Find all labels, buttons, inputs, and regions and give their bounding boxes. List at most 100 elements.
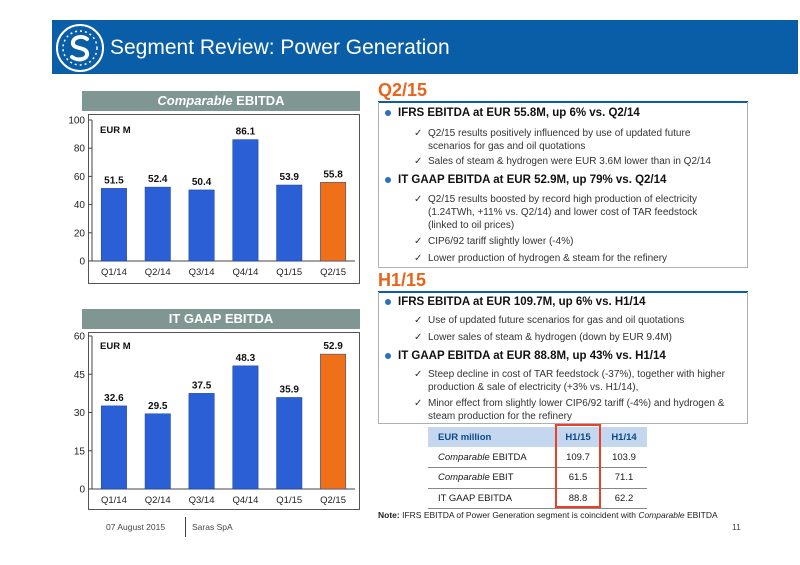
table-cell: 62.2 [601,488,647,509]
check-icon: ✓ [414,194,423,205]
y-tick-label: 45 [74,370,86,381]
y-tick-label: 0 [79,257,85,268]
unit-label: EUR M [100,341,131,352]
check-icon: ✓ [414,369,423,380]
x-tick-label: Q3/14 [189,267,215,278]
saras-logo-icon [56,24,104,72]
bar [100,188,127,262]
q2-sub-bullet: ✓ CIP6/92 tariff slightly lower (-4%) [414,236,574,247]
bar [232,139,259,262]
table-row: Comparable EBIT 61.5 71.1 [428,467,647,489]
h1-heading: H1/15 [378,270,427,290]
q2-sub-bullet: ✓ Q2/15 results positively influenced by … [414,128,691,152]
data-label: 32.6 [104,393,124,404]
x-tick-label: Q1/14 [101,267,127,278]
check-icon: ✓ [414,253,423,264]
y-tick-label: 60 [74,172,86,183]
y-tick-label: 0 [79,485,85,496]
h1-sub-bullet: ✓ Steep decline in cost of TAR feedstock … [414,369,726,393]
footer-date: 07 August 2015 [106,522,166,532]
table-cell: 61.5 [555,467,601,489]
y-tick-label: 15 [74,446,86,457]
bar [144,413,171,490]
data-label: 55.8 [323,169,343,180]
x-tick-label: Q3/14 [189,495,215,506]
page-title: Segment Review: Power Generation [110,36,450,59]
y-tick-label: 60 [74,332,86,343]
data-label: 51.5 [104,175,124,186]
data-label: 35.9 [280,384,300,395]
table-row: Comparable EBITDA 109.7 103.9 [428,447,647,468]
highlight-box [555,424,601,508]
q2-sub-bullet: ✓ Lower production of hydrogen & steam fo… [414,253,668,264]
y-tick-label: 30 [74,408,86,419]
chart1-title-rest: EBITDA [232,93,285,108]
h1-bullet-itgaap: IT GAAP EBITDA at EUR 88.8M, up 43% vs. … [385,350,666,362]
data-label: 37.5 [192,380,212,391]
x-tick-label: Q2/15 [320,267,346,278]
table-row: IT GAAP EBITDA 88.8 62.2 [428,488,647,509]
h1-bullet-ifrs: IFRS EBITDA at EUR 109.7M, up 6% vs. H1/… [385,296,646,308]
table-cell: 88.8 [555,488,601,509]
table-cell: Comparable EBIT [428,467,555,489]
table-cell: 109.7 [555,447,601,468]
h1-sub-bullet: ✓ Use of updated future scenarios for gas… [414,315,685,326]
check-icon: ✓ [414,128,423,139]
chart2-title: IT GAAP EBITDA [82,309,360,329]
page-number: 11 [732,522,741,532]
x-tick-label: Q2/14 [145,267,171,278]
bar [100,405,127,490]
table-header: EUR million [428,427,555,447]
h1-box [378,292,748,424]
q2-heading: Q2/15 [378,80,428,100]
data-label: 29.5 [148,401,168,412]
x-tick-label: Q1/15 [276,495,302,506]
q2-sub-bullet: ✓ Sales of steam & hydrogen were EUR 3.6M… [414,156,711,167]
table-header: H1/14 [601,427,647,447]
it-gaap-ebitda-chart: 0 15 30 45 60 EUR M 32.6 Q1/14 29.5 Q2/14 37.5 Q3/1… [74,332,355,506]
bar [276,184,303,262]
comparable-ebitda-chart: 0 20 40 60 80 100 EUR M 51.5 Q1/14 52.4 Q2/14 50.4 Q… [68,116,355,278]
y-tick-label: 40 [74,200,86,211]
q2-bullet-ifrs: IFRS EBITDA at EUR 55.8M, up 6% vs. Q2/1… [385,107,640,119]
chart1-frame [88,114,360,284]
q2-sub-bullet: ✓ Q2/15 results boosted by record high pr… [414,194,698,231]
h1-rule [378,291,748,293]
bar [188,393,215,490]
h1-sub-bullet: ✓ Minor effect from slightly lower CIP6/9… [414,398,725,422]
data-label: 48.3 [236,353,256,364]
title-bar [52,20,798,74]
bar [320,353,347,490]
table-cell: IT GAAP EBITDA [428,488,555,509]
bar [232,365,259,490]
x-tick-label: Q4/14 [232,495,258,506]
data-label: 53.9 [280,172,300,183]
data-label: 50.4 [192,177,212,188]
table-cell: Comparable EBITDA [428,447,555,468]
check-icon: ✓ [414,236,423,247]
footnote: Note: IFRS EBITDA of Power Generation se… [378,510,718,520]
summary-table: EUR million H1/15 H1/14 Comparable EBITD… [428,427,647,509]
y-tick-label: 20 [74,228,86,239]
bar [276,397,303,490]
table-cell: 71.1 [601,467,647,489]
x-tick-label: Q1/15 [276,267,302,278]
data-label: 86.1 [236,127,256,138]
table-header-row: EUR million H1/15 H1/14 [428,427,647,447]
footer-divider [185,517,186,537]
x-tick-label: Q4/14 [232,267,258,278]
data-label: 52.9 [323,341,343,352]
bar [144,186,171,262]
y-tick-label: 80 [74,144,86,155]
q2-bullet-itgaap: IT GAAP EBITDA at EUR 52.9M, up 79% vs. … [384,174,667,186]
q2-rule [378,101,748,103]
unit-label: EUR M [100,125,131,136]
chart1-title: Comparable EBITDA [82,91,360,111]
y-tick-label: 100 [68,116,85,127]
h1-sub-bullet: ✓ Lower sales of steam & hydrogen (down b… [414,332,672,343]
q2-box [378,102,748,268]
table-cell: 103.9 [601,447,647,468]
x-tick-label: Q2/15 [320,495,346,506]
x-tick-label: Q2/14 [145,495,171,506]
table-header: H1/15 [555,427,601,447]
